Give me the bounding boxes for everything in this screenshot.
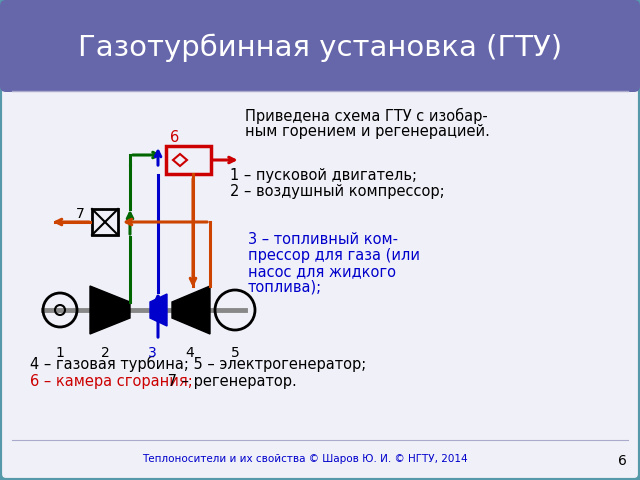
Text: 5: 5 — [230, 346, 239, 360]
Text: 4 – газовая турбина; 5 – электрогенератор;: 4 – газовая турбина; 5 – электрогенерато… — [30, 356, 366, 372]
Text: 3 – топливный ком-: 3 – топливный ком- — [248, 232, 398, 247]
Bar — [166, 146, 211, 174]
Text: ным горением и регенерацией.: ным горением и регенерацией. — [245, 124, 490, 139]
Text: 3: 3 — [148, 346, 156, 360]
Polygon shape — [150, 294, 167, 326]
Text: 2 – воздушный компрессор;: 2 – воздушный компрессор; — [230, 184, 445, 199]
Text: насос для жидкого: насос для жидкого — [248, 264, 396, 279]
Text: Приведена схема ГТУ с изобар-: Приведена схема ГТУ с изобар- — [245, 108, 488, 124]
FancyBboxPatch shape — [0, 0, 640, 92]
Text: 6: 6 — [170, 130, 180, 144]
Bar — [92, 209, 118, 235]
Text: Газотурбинная установка (ГТУ): Газотурбинная установка (ГТУ) — [78, 34, 562, 62]
Text: 4: 4 — [186, 346, 195, 360]
Polygon shape — [172, 286, 210, 334]
Text: 2: 2 — [100, 346, 109, 360]
Text: прессор для газа (или: прессор для газа (или — [248, 248, 420, 263]
Text: 7 – регенератор.: 7 – регенератор. — [163, 374, 297, 389]
Polygon shape — [90, 286, 130, 334]
Text: Теплоносители и их свойства © Шаров Ю. И. © НГТУ, 2014: Теплоносители и их свойства © Шаров Ю. И… — [142, 454, 468, 464]
Text: топлива);: топлива); — [248, 280, 322, 295]
Text: 7: 7 — [76, 207, 84, 221]
Text: 1: 1 — [56, 346, 65, 360]
Text: 6: 6 — [618, 454, 627, 468]
Text: 6 – камера сгорания;: 6 – камера сгорания; — [30, 374, 193, 389]
Text: 1 – пусковой двигатель;: 1 – пусковой двигатель; — [230, 168, 417, 183]
